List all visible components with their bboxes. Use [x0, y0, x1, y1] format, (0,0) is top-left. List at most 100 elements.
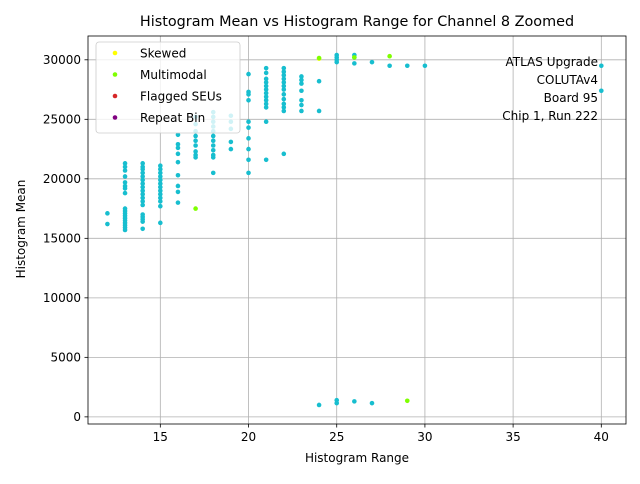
data-point: [281, 96, 287, 102]
data-point: [263, 87, 269, 92]
data-point: [422, 63, 428, 69]
data-point: [281, 92, 287, 97]
data-point: [263, 83, 269, 89]
legend-label: Multimodal: [140, 68, 207, 82]
data-point: [263, 80, 269, 85]
legend-label: Flagged SEUs: [140, 89, 222, 103]
data-point: [334, 59, 340, 65]
data-point: [263, 157, 269, 163]
data-point: [140, 195, 145, 201]
legend-label: Skewed: [140, 46, 186, 60]
y-tick-label: 15000: [43, 232, 81, 246]
data-point: [263, 119, 269, 124]
data-point: [140, 188, 145, 194]
x-tick-label: 30: [417, 430, 432, 444]
data-point: [158, 163, 163, 169]
data-point: [299, 77, 304, 83]
data-point: [158, 184, 163, 190]
x-tick-label: 15: [153, 430, 168, 444]
data-point: [246, 125, 251, 130]
data-point: [352, 61, 357, 66]
y-tick-label: 5000: [50, 351, 81, 365]
data-point: [210, 155, 216, 160]
data-point: [299, 108, 304, 114]
data-point: [263, 90, 269, 96]
data-point: [140, 226, 145, 232]
data-point: [246, 157, 251, 163]
data-point: [246, 146, 251, 152]
data-point: [404, 63, 410, 69]
data-point: [158, 203, 163, 209]
data-point: [158, 188, 163, 194]
y-tick-label: 10000: [43, 291, 81, 305]
data-point: [263, 94, 269, 99]
data-point: [316, 402, 322, 408]
annotation-line: COLUTAv4: [537, 73, 598, 87]
legend-marker: [112, 50, 118, 56]
data-point: [175, 151, 181, 157]
data-point: [158, 167, 163, 172]
data-point: [193, 143, 198, 148]
data-point: [175, 183, 181, 189]
data-point: [193, 206, 198, 211]
data-point: [140, 174, 145, 179]
data-point: [158, 199, 163, 204]
data-point: [158, 170, 163, 176]
data-point: [599, 88, 604, 94]
data-point: [210, 138, 216, 144]
data-point: [281, 65, 287, 71]
data-point: [122, 174, 128, 179]
legend-label: Repeat Bin: [140, 111, 205, 125]
data-point: [246, 92, 251, 97]
data-point: [210, 133, 216, 139]
data-point: [263, 65, 269, 71]
x-tick-label: 25: [329, 430, 344, 444]
legend-box: [95, 41, 241, 134]
annotation-line: ATLAS Upgrade: [505, 55, 598, 69]
data-point: [122, 168, 128, 173]
data-point: [299, 102, 304, 108]
data-point: [228, 146, 234, 152]
data-point: [246, 170, 251, 176]
legend-marker: [112, 93, 118, 99]
data-point: [246, 136, 251, 141]
annotation-line: Chip 1, Run 222: [502, 109, 598, 123]
data-point: [158, 220, 163, 226]
data-point: [140, 170, 145, 176]
data-point: [175, 132, 181, 138]
data-point: [158, 174, 163, 179]
data-point: [316, 55, 322, 61]
y-tick-label: 30000: [43, 53, 81, 67]
data-point: [299, 88, 304, 94]
data-point: [140, 202, 145, 208]
data-point: [369, 400, 375, 406]
data-point: [175, 145, 181, 151]
legend-marker: [112, 115, 118, 120]
legend-marker: [112, 72, 118, 77]
data-point: [316, 108, 322, 114]
data-point: [387, 53, 392, 59]
data-point: [210, 170, 216, 176]
data-point: [140, 184, 145, 190]
data-point: [404, 398, 410, 404]
data-point: [140, 177, 145, 183]
y-tick-label: 20000: [43, 172, 81, 186]
data-point: [105, 221, 110, 227]
y-tick-label: 0: [73, 410, 81, 424]
data-point: [281, 76, 287, 82]
data-point: [263, 105, 269, 110]
data-point: [299, 81, 304, 86]
data-point: [175, 159, 181, 165]
data-point: [158, 191, 163, 197]
y-axis-label: Histogram Mean: [14, 180, 28, 279]
data-point: [263, 76, 269, 82]
data-point: [352, 399, 357, 404]
data-point: [210, 143, 216, 148]
data-point: [299, 97, 304, 103]
data-point: [140, 167, 145, 172]
data-point: [299, 74, 304, 79]
data-point: [281, 69, 287, 75]
data-point: [105, 211, 110, 216]
